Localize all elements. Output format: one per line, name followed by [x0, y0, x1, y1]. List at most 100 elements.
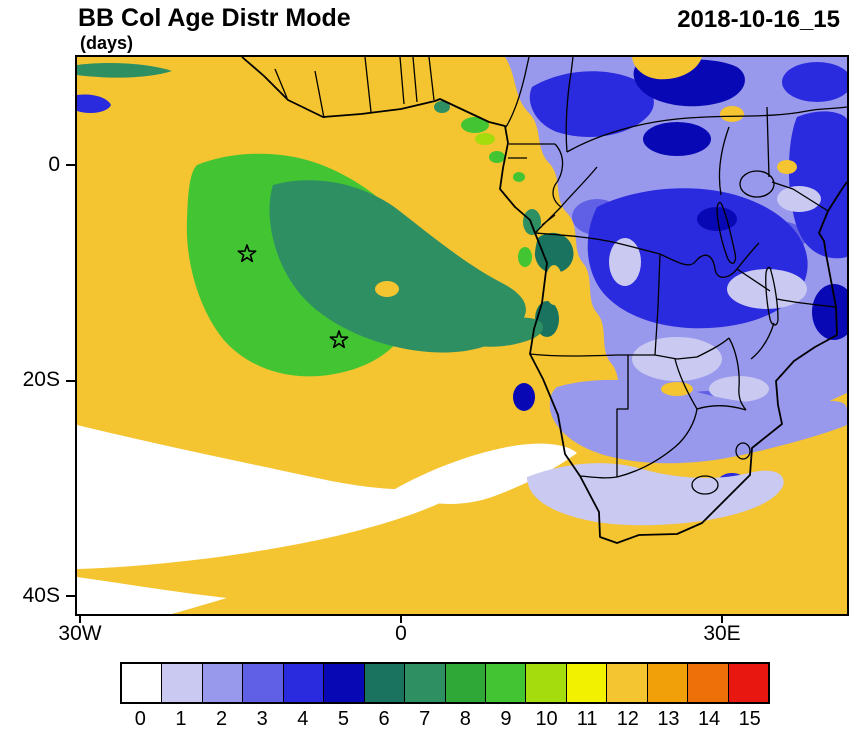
borders-layer: [274, 57, 847, 495]
y-tick-20s: [66, 380, 75, 382]
contour-region: [527, 463, 784, 526]
colorbar-cell: [566, 664, 608, 702]
contour-region: [77, 425, 478, 569]
country-border: [654, 337, 730, 360]
contour-region: [395, 443, 577, 504]
colorbar-cell: [688, 664, 729, 702]
colorbar-cell: [324, 664, 365, 702]
country-border: [728, 337, 747, 411]
coastline: [241, 57, 847, 544]
colorbar-label: 11: [576, 708, 598, 730]
country-border: [736, 268, 771, 292]
contour-region: [697, 207, 737, 231]
colorbar-cell: [122, 664, 163, 702]
colorbar-label: 2: [216, 708, 228, 730]
contour-region: [812, 284, 847, 340]
colorbar-cells: [120, 662, 770, 704]
contour-region: [777, 186, 821, 212]
colorbar-cell: [607, 664, 648, 702]
star-marker: [237, 244, 257, 263]
contour-region: [513, 172, 525, 182]
y-axis-label-0: 0: [48, 153, 60, 176]
country-border: [505, 57, 530, 128]
colorbar-cell: [485, 664, 527, 702]
contour-fill-layer: [77, 57, 847, 614]
lake-victoria: [739, 170, 775, 198]
colorbar-cell: [243, 664, 284, 702]
lake-tanganyika: [716, 201, 737, 264]
contour-region: [77, 577, 227, 614]
colorbar-label: 10: [535, 708, 558, 730]
x-tick-30e: [721, 614, 723, 623]
country-border: [529, 353, 655, 357]
contour-region: [529, 71, 654, 137]
contour-region: [720, 106, 744, 122]
country-border: [274, 68, 288, 99]
contour-region: [475, 133, 495, 145]
colorbar-label: 12: [616, 708, 639, 730]
coastline-layer: [241, 57, 847, 544]
country-border: [541, 214, 556, 226]
colorbar-cell: [364, 664, 406, 702]
contour-region: [643, 122, 711, 156]
colorbar-label: 8: [459, 708, 471, 730]
contour-region: [549, 379, 847, 464]
map-plot: [77, 57, 847, 614]
country-border: [696, 405, 747, 411]
country-border: [766, 106, 770, 178]
x-tick-0: [400, 614, 402, 623]
y-axis-label-20s: 20S: [22, 368, 60, 391]
country-border: [776, 298, 837, 308]
country-border: [534, 232, 661, 255]
colorbar-label: 15: [738, 708, 761, 730]
colorbar-cell: [526, 664, 567, 702]
country-border: [659, 242, 760, 278]
country-border: [412, 57, 418, 103]
y-tick-40s: [66, 595, 75, 597]
colorbar-labels: 0 1 2 3 4 5 6 7 8 9 10 11 12 13 14 15: [120, 704, 770, 731]
colorbar-cell: [728, 664, 768, 702]
country-border: [399, 57, 405, 105]
country-border: [314, 70, 325, 119]
contour-region: [788, 111, 847, 259]
country-border: [428, 57, 435, 101]
country-border: [691, 475, 719, 495]
colorbar-cell: [647, 664, 689, 702]
country-border: [750, 322, 775, 360]
colorbar-label: 3: [256, 708, 268, 730]
markers-layer: [237, 244, 349, 349]
colorbar-label: 14: [697, 708, 721, 730]
colorbar-label: 9: [500, 708, 512, 730]
colorbar-label: 0: [134, 708, 146, 730]
contour-region: [513, 383, 535, 411]
y-axis-label-40s: 40S: [22, 584, 60, 607]
contour-region: [489, 151, 505, 163]
colorbar: 0 1 2 3 4 5 6 7 8 9 10 11 12 13 14 15: [120, 662, 770, 731]
colorbar-label: 1: [175, 708, 187, 730]
plot-units: (days): [80, 33, 134, 53]
x-tick-30w: [79, 614, 81, 623]
x-axis-label-0: 0: [395, 622, 407, 645]
colorbar-label: 7: [419, 708, 431, 730]
contour-region: [777, 160, 797, 174]
contour-region: [457, 317, 543, 347]
colorbar-label: 4: [297, 708, 309, 730]
country-border: [771, 181, 829, 212]
contour-region: [77, 94, 111, 113]
contour-region: [609, 238, 641, 286]
colorbar-label: 13: [657, 708, 680, 730]
contour-region: [545, 265, 563, 305]
country-border: [654, 253, 661, 356]
map-frame: [75, 55, 849, 616]
country-border: [735, 442, 751, 460]
colorbar-cell: [405, 664, 446, 702]
contour-region: [782, 62, 847, 102]
contour-region: [434, 101, 450, 113]
colorbar-cell: [283, 664, 325, 702]
lake-malawi: [765, 266, 779, 326]
country-border: [674, 358, 698, 410]
colorbar-label: 5: [337, 708, 349, 730]
contour-region: [375, 281, 399, 297]
plot-timestamp: 2018-10-16_15: [677, 6, 840, 33]
colorbar-cell: [202, 664, 244, 702]
